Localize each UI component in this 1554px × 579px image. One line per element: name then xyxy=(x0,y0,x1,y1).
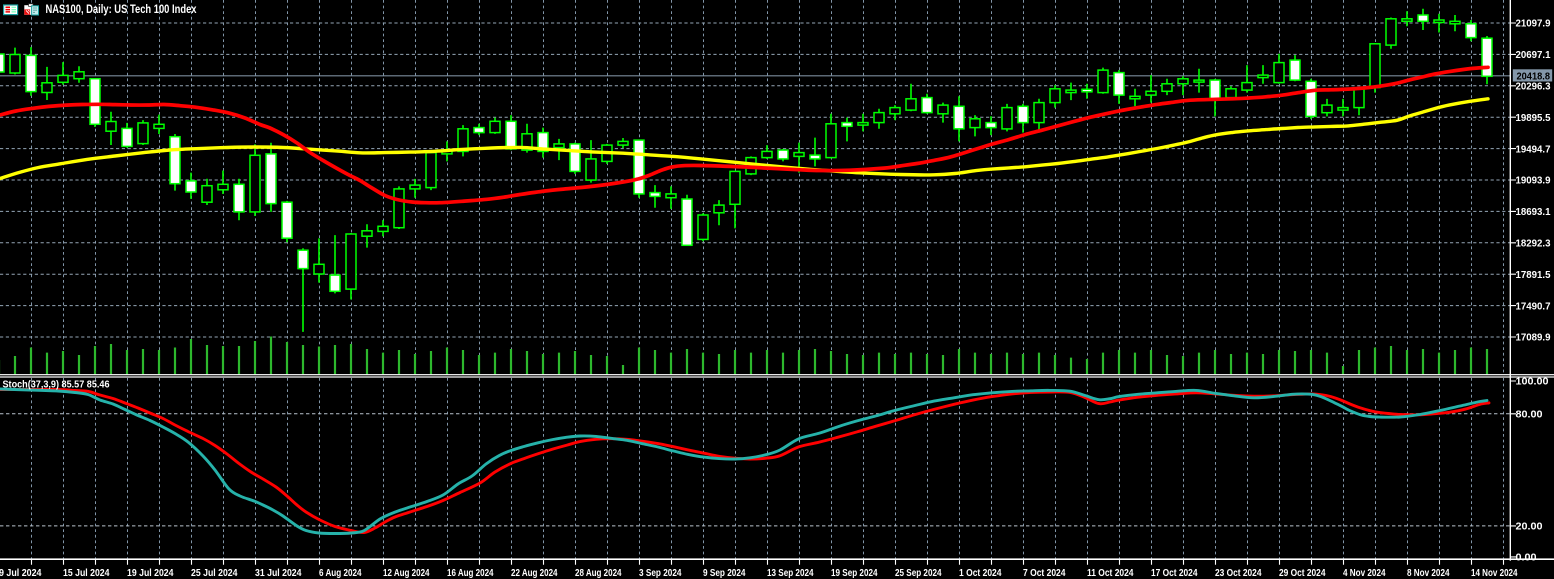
svg-text:21097.9: 21097.9 xyxy=(1516,18,1551,30)
svg-text:1 Oct 2024: 1 Oct 2024 xyxy=(959,567,1002,579)
svg-text:15 Jul 2024: 15 Jul 2024 xyxy=(63,567,110,579)
svg-text:0.00: 0.00 xyxy=(1516,552,1537,564)
svg-text:20418.8: 20418.8 xyxy=(1517,71,1551,83)
svg-text:11 Oct 2024: 11 Oct 2024 xyxy=(1087,567,1134,579)
svg-text:80.00: 80.00 xyxy=(1516,409,1543,421)
svg-text:6 Aug 2024: 6 Aug 2024 xyxy=(319,567,362,579)
svg-text:29 Oct 2024: 29 Oct 2024 xyxy=(1279,567,1326,579)
svg-text:25 Jul 2024: 25 Jul 2024 xyxy=(191,567,238,579)
svg-text:19 Sep 2024: 19 Sep 2024 xyxy=(831,567,878,579)
svg-text:28 Aug 2024: 28 Aug 2024 xyxy=(575,567,622,579)
svg-text:18292.3: 18292.3 xyxy=(1516,238,1551,250)
svg-text:17089.9: 17089.9 xyxy=(1516,332,1551,344)
svg-text:Stoch(37,3,9) 85.57 85.46: Stoch(37,3,9) 85.57 85.46 xyxy=(3,380,110,391)
svg-text:14 Nov 2024: 14 Nov 2024 xyxy=(1471,567,1518,579)
svg-text:17 Oct 2024: 17 Oct 2024 xyxy=(1151,567,1198,579)
svg-text:20296.3: 20296.3 xyxy=(1516,81,1551,93)
svg-text:7 Oct 2024: 7 Oct 2024 xyxy=(1023,567,1066,579)
svg-text:20697.1: 20697.1 xyxy=(1516,49,1551,61)
svg-text:19895.5: 19895.5 xyxy=(1516,112,1551,124)
svg-text:8 Nov 2024: 8 Nov 2024 xyxy=(1407,567,1450,579)
svg-text:3 Sep 2024: 3 Sep 2024 xyxy=(639,567,682,579)
svg-text:19 Jul 2024: 19 Jul 2024 xyxy=(127,567,174,579)
svg-text:23 Oct 2024: 23 Oct 2024 xyxy=(1215,567,1262,579)
svg-text:4 Nov 2024: 4 Nov 2024 xyxy=(1343,567,1386,579)
svg-text:9 Sep 2024: 9 Sep 2024 xyxy=(703,567,746,579)
svg-text:13 Sep 2024: 13 Sep 2024 xyxy=(767,567,814,579)
svg-text:17490.7: 17490.7 xyxy=(1516,300,1551,312)
svg-text:31 Jul 2024: 31 Jul 2024 xyxy=(255,567,302,579)
svg-text:25 Sep 2024: 25 Sep 2024 xyxy=(895,567,942,579)
svg-text:19093.9: 19093.9 xyxy=(1516,175,1551,187)
svg-text:16 Aug 2024: 16 Aug 2024 xyxy=(447,567,494,579)
svg-text:NAS100, Daily: US Tech 100 In: NAS100, Daily: US Tech 100 Index xyxy=(46,4,197,16)
svg-text:18693.1: 18693.1 xyxy=(1516,206,1551,218)
svg-text:22 Aug 2024: 22 Aug 2024 xyxy=(511,567,558,579)
svg-text:20.00: 20.00 xyxy=(1516,521,1543,533)
svg-text:17891.5: 17891.5 xyxy=(1516,269,1551,281)
svg-text:100.00: 100.00 xyxy=(1516,376,1549,388)
svg-text:12 Aug 2024: 12 Aug 2024 xyxy=(383,567,430,579)
svg-text:19494.7: 19494.7 xyxy=(1516,143,1551,155)
svg-text:9 Jul 2024: 9 Jul 2024 xyxy=(0,567,42,579)
